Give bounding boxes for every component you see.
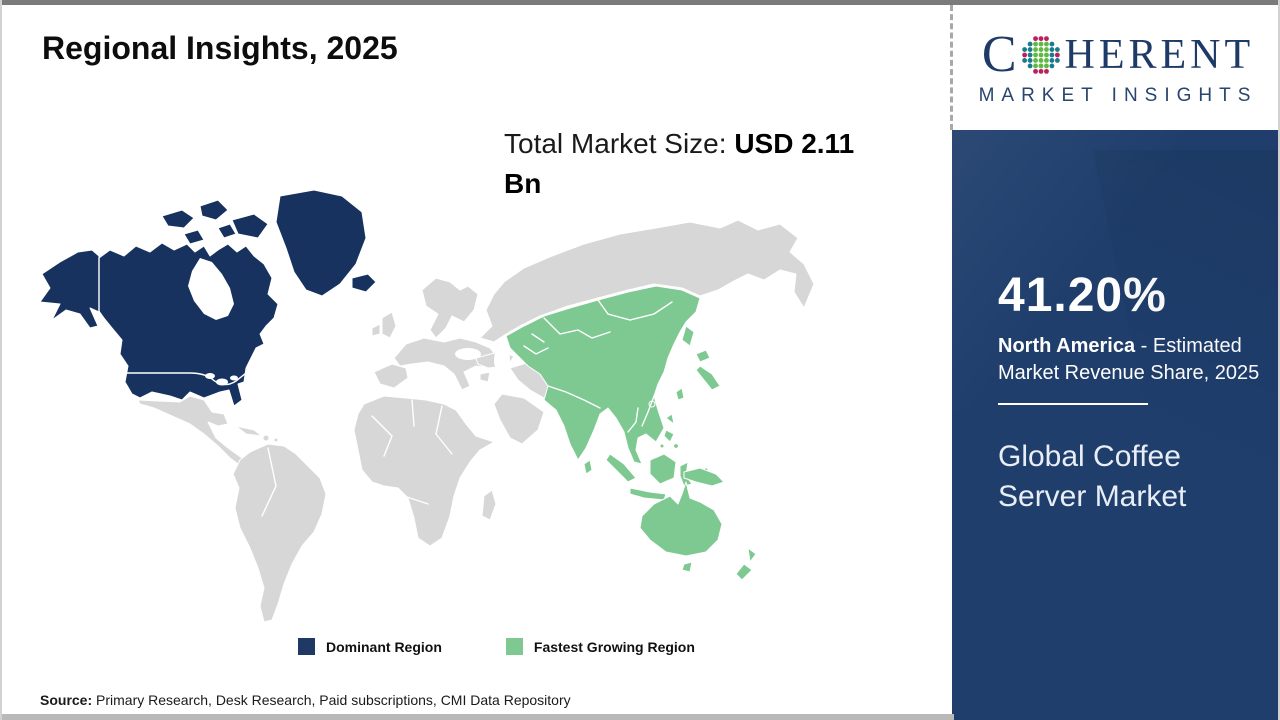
market-size-value: USD 2.11 Bn [504,128,855,199]
dotted-globe-icon [1021,35,1060,74]
logo-letter-c: C [981,25,1017,83]
sidebar-divider [998,403,1148,405]
water-overlays [188,258,510,386]
source-text: Primary Research, Desk Research, Paid su… [92,692,571,708]
legend: Dominant Region Fastest Growing Region [298,638,695,655]
total-market-size: Total Market Size: USD 2.11 Bn [504,124,896,204]
region-asia-pacific [505,285,757,581]
logo-letters-herent: HERENT [1064,31,1255,78]
top-border-bar [2,0,1278,5]
world-map [39,189,815,623]
legend-label-dominant: Dominant Region [326,638,442,655]
bottom-border-bar [2,714,954,720]
legend-item-fastest-growing: Fastest Growing Region [505,638,695,655]
page-title: Regional Insights, 2025 [42,30,398,66]
sidebar-texture [1093,150,1278,710]
legend-label-fastest-growing: Fastest Growing Region [533,638,695,655]
dashed-divider [950,5,953,130]
source-label: Source: [40,692,93,708]
legend-item-dominant: Dominant Region [298,638,442,655]
share-value: 41.20% [998,269,1167,322]
share-description-rest: - Estimated Market Revenue Share, 2025 [998,335,1260,384]
share-region: North America [998,335,1136,357]
coherent-logo: C HERENT MARKET INSIGHTS [954,5,1278,130]
share-description: North America - Estimated Market Revenue… [998,333,1262,387]
region-north-america [39,189,377,407]
market-size-label: Total Market Size: [504,128,735,159]
country-borders [98,257,673,517]
logo-wordmark: C HERENT [981,25,1255,83]
source-line: Source: Primary Research, Desk Research,… [40,692,571,708]
sidebar: 41.20% North America - Estimated Market … [952,130,1278,720]
dominant-region-swatch-icon [298,638,315,655]
logo-subtitle: MARKET INSIGHTS [978,84,1258,106]
market-name: Global Coffee Server Market [998,440,1187,513]
fastest-growing-region-swatch-icon [505,638,523,655]
